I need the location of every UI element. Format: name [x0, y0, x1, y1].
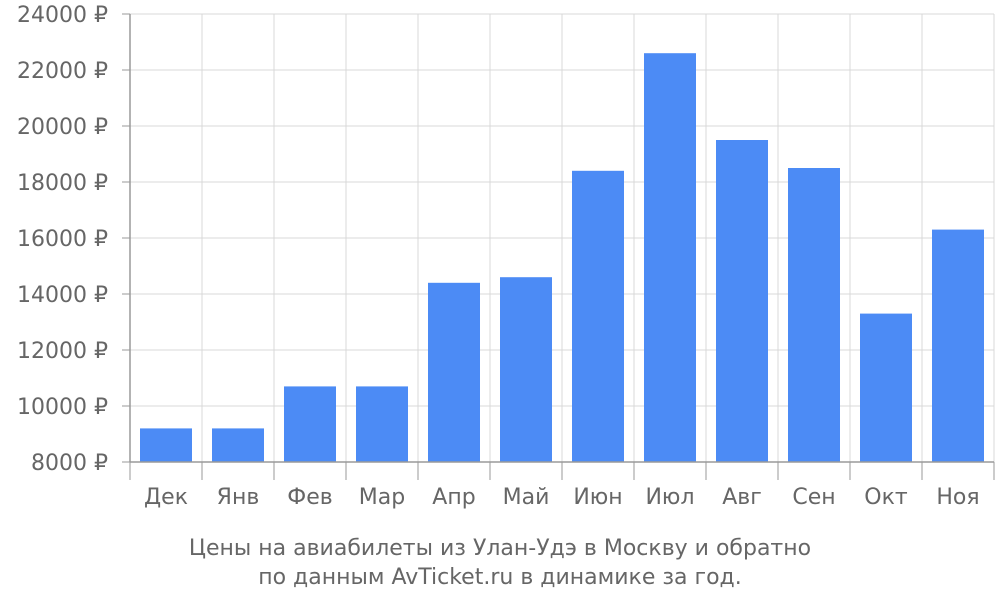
bar-Окт — [860, 313, 912, 462]
x-tick-label-1: Янв — [217, 485, 260, 510]
bar-Сен — [788, 168, 840, 462]
y-tick-label-2: 12000 ₽ — [17, 339, 108, 364]
grid — [122, 13, 995, 480]
x-tick-label-2: Фев — [287, 485, 332, 510]
x-tick-label-10: Окт — [864, 485, 908, 510]
y-axis-ticks: 8000 ₽ 10000 ₽ 12000 ₽ 14000 ₽ 16000 ₽ 18000 … — [17, 3, 108, 476]
bar-Ноя — [932, 229, 984, 462]
bar-Янв — [212, 428, 264, 462]
x-axis-ticks: Дек Янв Фев Мар Апр Май Июн Июл Авг Сен Окт Ноя — [144, 485, 980, 510]
chart-caption-line-2: по данным AvTicket.ru в динамике за год. — [258, 565, 742, 590]
x-tick-label-3: Мар — [359, 485, 405, 510]
y-tick-label-7: 22000 ₽ — [17, 59, 108, 84]
bar-Июл — [644, 53, 696, 462]
x-tick-label-4: Апр — [432, 485, 475, 510]
bar-Май — [500, 277, 552, 462]
bars — [140, 53, 984, 463]
y-tick-label-3: 14000 ₽ — [17, 283, 108, 308]
bar-Апр — [428, 282, 480, 462]
x-tick-label-8: Авг — [722, 485, 762, 510]
axes — [129, 14, 994, 463]
x-tick-label-11: Ноя — [936, 485, 979, 510]
x-tick-label-5: Май — [503, 485, 550, 510]
y-tick-label-8: 24000 ₽ — [17, 3, 108, 28]
y-tick-label-0: 8000 ₽ — [31, 451, 108, 476]
bar-Фев — [284, 386, 336, 462]
x-tick-label-0: Дек — [144, 485, 188, 510]
y-tick-label-6: 20000 ₽ — [17, 115, 108, 140]
y-tick-label-1: 10000 ₽ — [17, 395, 108, 420]
chart-caption-line-1: Цены на авиабилеты из Улан-Удэ в Москву … — [189, 536, 811, 561]
bar-Мар — [356, 386, 408, 462]
bar-Июн — [572, 170, 624, 463]
x-tick-label-7: Июл — [645, 485, 694, 510]
bar-Авг — [716, 140, 768, 462]
y-tick-label-4: 16000 ₽ — [17, 227, 108, 252]
y-tick-label-5: 18000 ₽ — [17, 171, 108, 196]
x-tick-label-6: Июн — [573, 485, 622, 510]
bar-Дек — [140, 428, 192, 462]
x-tick-label-9: Сен — [792, 485, 835, 510]
